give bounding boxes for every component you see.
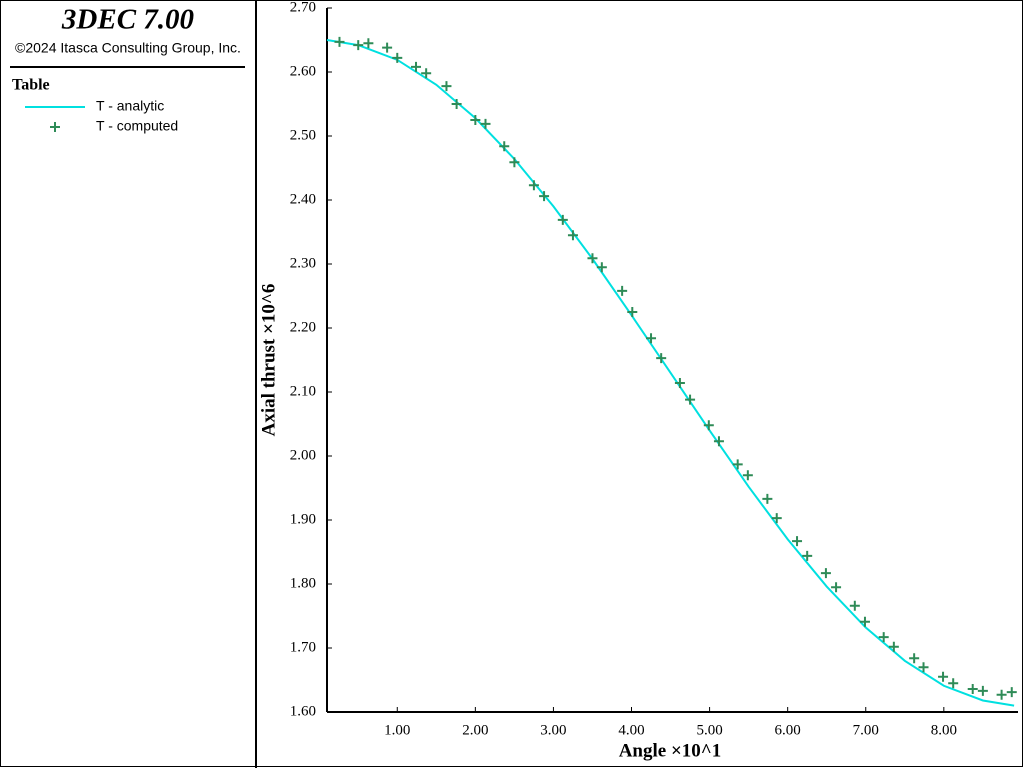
computed-marker <box>353 40 364 51</box>
y-axis-title: Axial thrust ×10^6 <box>258 284 279 437</box>
computed-marker <box>470 115 481 125</box>
computed-marker <box>771 513 782 524</box>
app-title: 3DEC 7.00 <box>61 4 194 36</box>
computed-marker <box>713 436 724 447</box>
computed-marker <box>421 68 432 79</box>
computed-marker <box>656 353 667 364</box>
computed-marker <box>382 42 393 53</box>
y-tick-label: 2.50 <box>290 127 316 143</box>
computed-marker <box>451 99 462 109</box>
y-tick-label: 2.10 <box>290 383 316 399</box>
computed-marker <box>732 459 743 470</box>
computed-marker <box>831 582 842 593</box>
computed-marker <box>977 685 988 696</box>
y-tick-label: 2.20 <box>290 319 316 335</box>
x-tick-label: 6.00 <box>775 722 801 738</box>
computed-marker <box>967 683 978 694</box>
computed-marker <box>888 641 899 652</box>
computed-marker <box>499 141 510 152</box>
x-tick-label: 7.00 <box>853 722 879 738</box>
computed-marker <box>441 81 452 92</box>
x-tick-label: 3.00 <box>540 722 566 738</box>
computed-marker <box>878 632 889 643</box>
computed-marker <box>703 420 714 431</box>
computed-marker <box>539 191 550 202</box>
computed-marker <box>948 678 959 689</box>
y-tick-label: 2.60 <box>290 63 316 79</box>
computed-marker <box>996 689 1007 700</box>
computed-marker <box>685 394 696 405</box>
computed-marker <box>567 230 578 241</box>
y-tick-label: 1.80 <box>290 575 316 591</box>
computed-marker <box>627 307 638 317</box>
computed-marker <box>587 253 598 264</box>
computed-marker <box>762 493 773 504</box>
computed-marker <box>363 38 374 49</box>
legend-title: Table <box>12 77 50 94</box>
legend-swatch <box>50 122 60 132</box>
y-tick-label: 2.70 <box>290 0 316 15</box>
computed-marker <box>646 333 657 344</box>
computed-marker <box>938 671 949 682</box>
computed-marker <box>802 550 813 561</box>
legend-label: T - computed <box>96 118 178 134</box>
computed-marker <box>334 36 345 47</box>
computed-marker <box>742 470 753 481</box>
computed-marker <box>509 157 520 168</box>
y-tick-label: 2.00 <box>290 447 316 463</box>
computed-marker <box>909 653 920 664</box>
y-tick-label: 2.30 <box>290 255 316 271</box>
computed-marker <box>557 214 568 225</box>
computed-marker <box>792 536 803 547</box>
computed-marker <box>849 600 860 611</box>
computed-marker <box>596 262 607 273</box>
legend-label: T - analytic <box>96 98 164 114</box>
computed-marker <box>617 285 628 296</box>
computed-marker <box>411 61 422 72</box>
x-axis-title: Angle ×10^1 <box>619 740 722 761</box>
computed-marker <box>528 180 539 191</box>
computed-marker <box>859 616 870 627</box>
computed-marker <box>918 662 929 673</box>
computed-marker <box>674 378 685 389</box>
y-tick-label: 1.60 <box>290 703 316 719</box>
computed-marker <box>480 118 491 129</box>
x-tick-label: 1.00 <box>384 722 410 738</box>
computed-marker <box>1006 687 1017 698</box>
x-tick-label: 2.00 <box>462 722 488 738</box>
y-tick-label: 1.70 <box>290 639 316 655</box>
x-tick-label: 5.00 <box>696 722 722 738</box>
computed-marker <box>392 52 403 63</box>
x-tick-label: 8.00 <box>931 722 957 738</box>
computed-marker <box>820 568 831 579</box>
copyright: ©2024 Itasca Consulting Group, Inc. <box>15 40 241 56</box>
analytic-line <box>326 39 1015 707</box>
x-tick-label: 4.00 <box>618 722 644 738</box>
y-tick-label: 2.40 <box>290 191 316 207</box>
y-tick-label: 1.90 <box>290 511 316 527</box>
